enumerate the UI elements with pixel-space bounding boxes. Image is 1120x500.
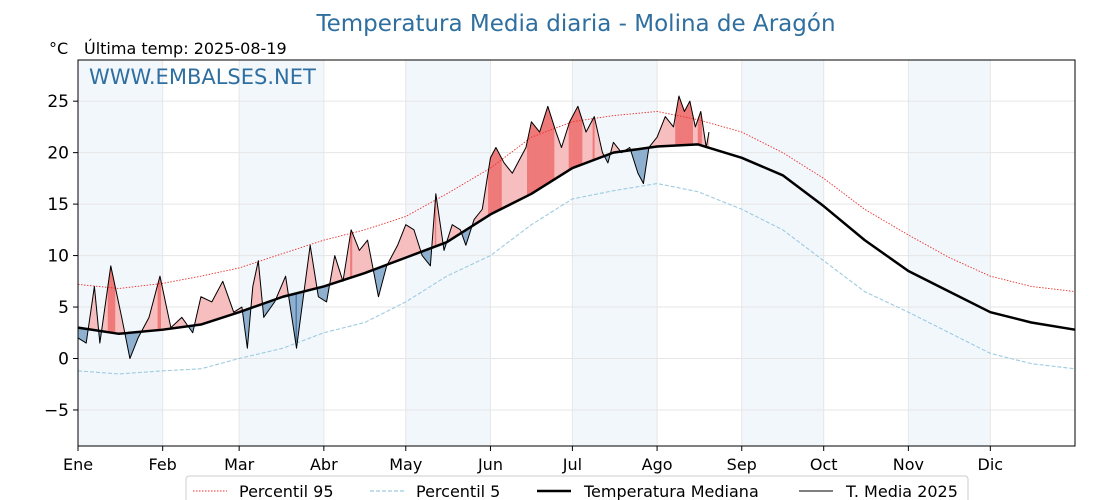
x-tick-label-jul: Jul — [562, 455, 582, 474]
unit-label: °C — [49, 39, 68, 58]
x-tick-label-nov: Nov — [893, 455, 924, 474]
x-tick-label-dic: Dic — [978, 455, 1004, 474]
watermark: WWW.EMBALSES.NET — [89, 65, 316, 89]
series-line-3 — [77, 95, 710, 360]
x-tick-label-may: May — [389, 455, 422, 474]
series-line-1 — [77, 182, 1076, 375]
x-tick-label-feb: Feb — [149, 455, 177, 474]
last-temp-label: Última temp: 2025-08-19 — [84, 39, 287, 58]
x-tick-label-jun: Jun — [477, 455, 503, 474]
y-tick-label: 10 — [47, 247, 69, 267]
x-tick-label-oct: Oct — [810, 455, 838, 474]
x-tick-label-ene: Ene — [63, 455, 93, 474]
month-band-sep — [741, 60, 824, 446]
series-line-2 — [77, 143, 1076, 336]
x-tick-label-sep: Sep — [727, 455, 757, 474]
legend-label-median: Temperatura Mediana — [583, 482, 759, 500]
y-tick-label: −5 — [44, 401, 69, 421]
month-bands — [78, 60, 991, 446]
x-tick-label-abr: Abr — [310, 455, 338, 474]
legend-box — [185, 475, 969, 500]
y-tick-label: 15 — [47, 195, 69, 215]
plot-frame — [77, 59, 1076, 447]
y-tick-label: 5 — [58, 298, 69, 318]
legend-label-p95: Percentil 95 — [239, 482, 334, 500]
y-axis-ticks: −5 0 5 10 15 20 25 — [44, 92, 78, 421]
y-tick-label: 20 — [47, 144, 69, 164]
legend-label-p5: Percentil 5 — [416, 482, 500, 500]
x-axis-ticks: Ene Feb Mar Abr May Jun Jul Ago Sep Oct Nov Dic — [63, 446, 1003, 474]
series-lines — [77, 95, 1076, 375]
month-band-jul — [572, 60, 658, 446]
legend: Percentil 95 Percentil 5 Temperatura Med… — [185, 475, 969, 500]
month-band-nov — [908, 60, 991, 446]
x-tick-label-ago: Ago — [642, 455, 673, 474]
x-tick-label-mar: Mar — [224, 455, 255, 474]
month-band-ene — [78, 60, 163, 446]
y-tick-label: 0 — [58, 350, 69, 370]
chart-title: Temperatura Media diaria - Molina de Ara… — [315, 11, 835, 37]
y-tick-label: 25 — [47, 92, 69, 112]
series-line-0 — [77, 111, 1076, 293]
legend-label-2025: T. Media 2025 — [845, 482, 958, 500]
